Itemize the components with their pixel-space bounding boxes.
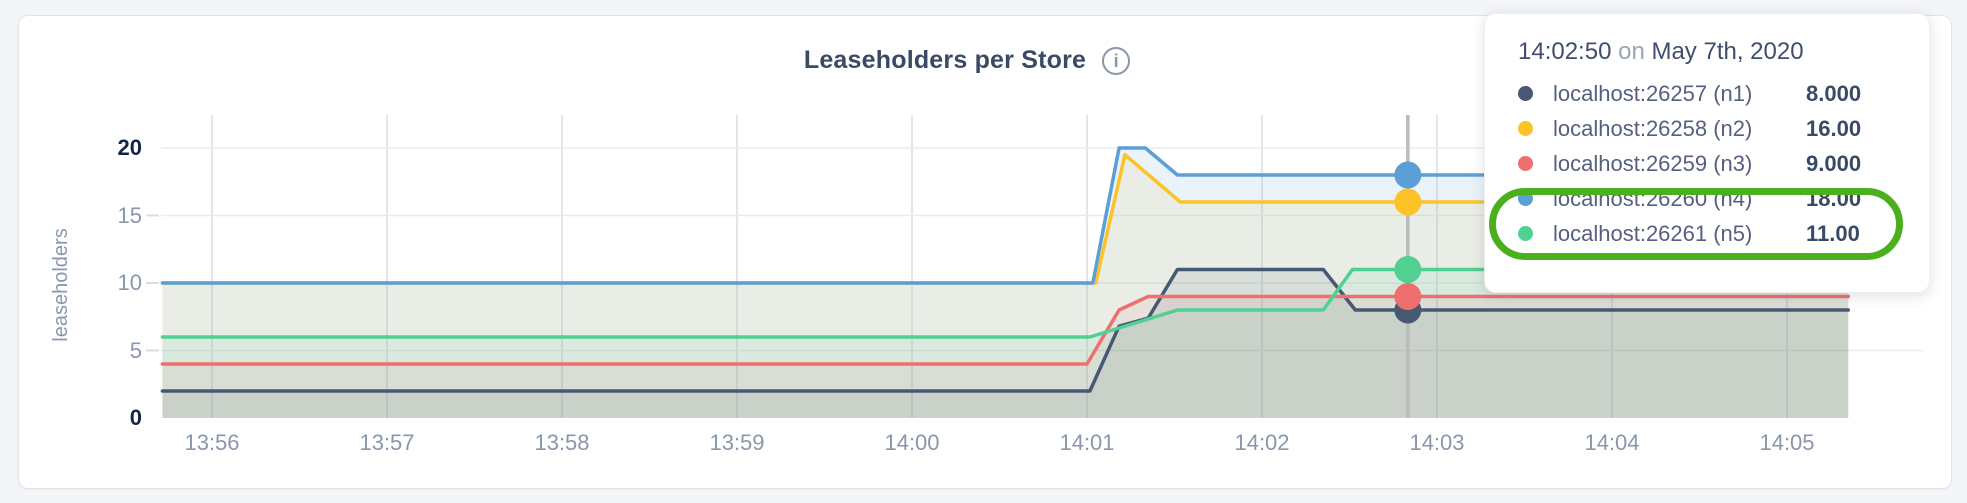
tooltip-row-n2: localhost:26258 (n2) 16.00	[1518, 111, 1929, 146]
tooltip-series-name: localhost:26259 (n3)	[1553, 150, 1753, 176]
x-tick-label: 14:05	[1759, 430, 1815, 455]
y-tick-label: 10	[117, 270, 142, 295]
x-tick-label: 13:58	[534, 430, 590, 455]
tooltip-series-value: 8.000	[1806, 80, 1862, 106]
tooltip-series-name: localhost:26261 (n5)	[1553, 220, 1753, 246]
y-tick-label: 0	[129, 405, 142, 430]
hover-tooltip: 14:02:50 on May 7th, 2020 localhost:2625…	[1484, 13, 1930, 293]
info-icon[interactable]: i	[1102, 46, 1131, 75]
series-line-n4	[160, 146, 1850, 285]
series-dot-icon	[1518, 191, 1533, 206]
chart-header: Leaseholders per Store i	[0, 46, 1934, 75]
hover-dot-n4	[1394, 161, 1422, 189]
series-dot-icon	[1518, 226, 1533, 241]
series-dot-icon	[1518, 86, 1533, 101]
x-tick-label: 14:04	[1584, 430, 1640, 455]
tooltip-date: May 7th, 2020	[1651, 38, 1804, 65]
tooltip-row-n3: localhost:26259 (n3) 9.000	[1518, 146, 1929, 181]
tooltip-series-value: 11.00	[1806, 220, 1860, 246]
tooltip-time: 14:02:50	[1518, 38, 1612, 65]
y-tick-label: 15	[117, 202, 142, 228]
series-area-n2	[162, 154, 1849, 418]
x-tick-label: 14:02	[1234, 430, 1290, 455]
hover-dot-n5	[1394, 256, 1422, 283]
series-area-n3	[162, 296, 1849, 418]
tooltip-row-n5: localhost:26261 (n5) 11.00	[1518, 216, 1929, 251]
chart-title: Leaseholders per Store	[803, 46, 1087, 74]
series-line-n5	[160, 267, 1850, 339]
tooltip-series-value: 18.00	[1806, 185, 1862, 211]
series-dot-icon	[1518, 121, 1533, 136]
series-line-n1	[160, 267, 1850, 393]
series-line-n3	[160, 294, 1850, 366]
x-tick-label: 13:56	[184, 430, 240, 455]
x-tick-label: 14:00	[884, 430, 940, 455]
x-tick-label: 14:01	[1059, 430, 1115, 455]
series-dot-icon	[1518, 156, 1533, 171]
tooltip-row-n4: localhost:26260 (n4) 18.00	[1518, 181, 1929, 216]
y-tick-label: 20	[117, 135, 142, 160]
tooltip-series-name: localhost:26258 (n2)	[1553, 115, 1753, 141]
tooltip-legend: localhost:26257 (n1) 8.000 localhost:26258…	[1518, 76, 1929, 251]
tooltip-on-word: on	[1618, 38, 1645, 65]
series-area-n5	[162, 269, 1849, 418]
tooltip-series-value: 9.000	[1806, 150, 1862, 176]
tooltip-timestamp: 14:02:50 on May 7th, 2020	[1518, 38, 1929, 66]
x-tick-label: 14:03	[1409, 430, 1465, 455]
tooltip-series-name: localhost:26260 (n4)	[1553, 185, 1753, 211]
series-area-n1	[162, 269, 1849, 418]
tooltip-series-value: 16.00	[1806, 115, 1862, 141]
hover-dot-n3	[1394, 283, 1422, 310]
tooltip-row-n1: localhost:26257 (n1) 8.000	[1518, 76, 1929, 111]
tooltip-series-name: localhost:26257 (n1)	[1553, 80, 1753, 106]
hover-dot-n2	[1394, 188, 1422, 216]
y-tick-label: 5	[129, 337, 142, 363]
x-tick-label: 13:59	[709, 430, 765, 455]
x-tick-label: 13:57	[359, 430, 415, 455]
